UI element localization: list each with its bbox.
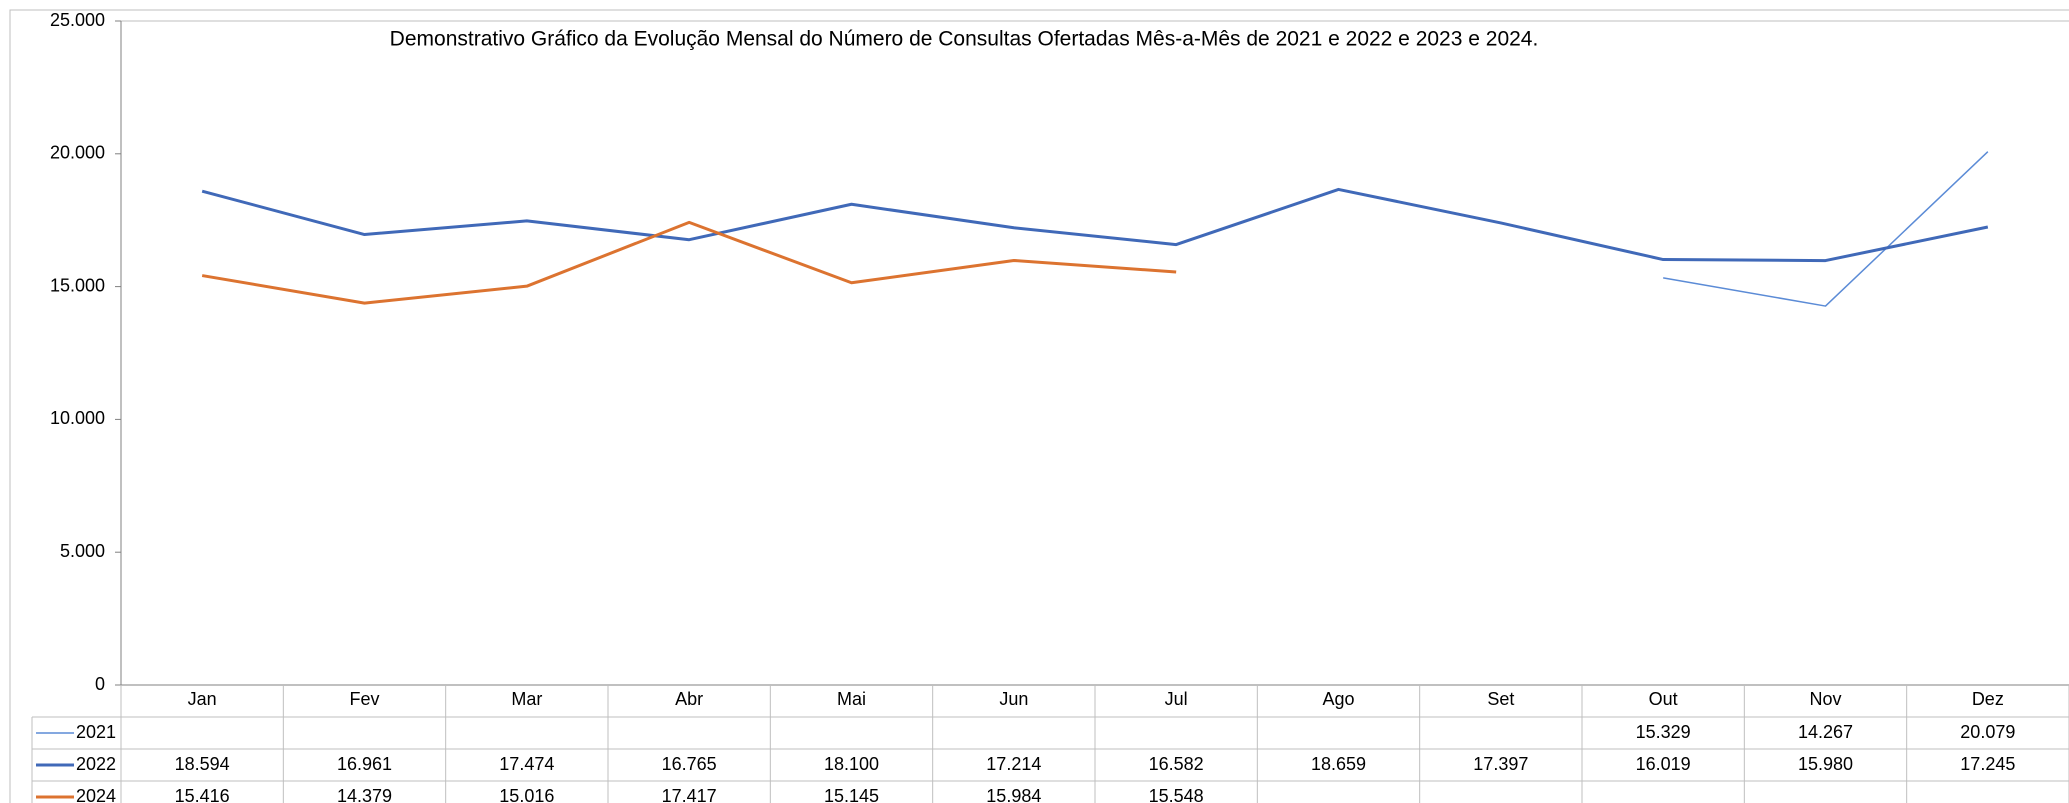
table-value: 15.416 [175, 786, 230, 803]
table-value: 18.594 [175, 754, 230, 774]
table-value: 16.765 [662, 754, 717, 774]
table-value: 14.267 [1798, 722, 1853, 742]
legend-label: 2022 [76, 754, 116, 774]
table-value: 20.079 [1960, 722, 2015, 742]
chart-title: Demonstrativo Gráfico da Evolução Mensal… [390, 28, 1539, 51]
y-tick-label: 25.000 [50, 10, 105, 30]
table-value: 17.214 [986, 754, 1041, 774]
x-tick-label: Dez [1972, 689, 2004, 709]
table-value: 17.245 [1960, 754, 2015, 774]
y-tick-label: 10.000 [50, 408, 105, 428]
x-tick-label: Ago [1322, 689, 1354, 709]
x-tick-label: Jul [1165, 689, 1188, 709]
table-value: 16.961 [337, 754, 392, 774]
x-tick-label: Abr [675, 689, 703, 709]
x-tick-label: Out [1649, 689, 1678, 709]
table-value: 17.474 [499, 754, 554, 774]
table-value: 16.019 [1636, 754, 1691, 774]
table-value: 15.984 [986, 786, 1041, 803]
line-series [1663, 151, 1989, 307]
legend-label: 2024 [76, 786, 116, 803]
x-tick-label: Jun [999, 689, 1028, 709]
x-tick-label: Jan [188, 689, 217, 709]
table-value: 15.016 [499, 786, 554, 803]
legend-label: 2021 [76, 722, 116, 742]
line-series [201, 187, 1989, 263]
x-tick-label: Fev [349, 689, 379, 709]
table-value: 16.582 [1149, 754, 1204, 774]
y-tick-label: 20.000 [50, 143, 105, 163]
x-tick-label: Mai [837, 689, 866, 709]
table-value: 15.980 [1798, 754, 1853, 774]
y-tick-label: 5.000 [60, 541, 105, 561]
x-tick-label: Mar [511, 689, 542, 709]
line-series [201, 220, 1177, 305]
table-value: 18.659 [1311, 754, 1366, 774]
table-value: 15.548 [1149, 786, 1204, 803]
chart-border [9, 9, 2069, 803]
table-value: 17.397 [1473, 754, 1528, 774]
y-tick-label: 15.000 [50, 275, 105, 295]
table-value: 15.145 [824, 786, 879, 803]
y-tick-label: 0 [95, 674, 105, 694]
x-tick-label: Set [1487, 689, 1514, 709]
table-value: 17.417 [662, 786, 717, 803]
table-value: 14.379 [337, 786, 392, 803]
table-value: 18.100 [824, 754, 879, 774]
table-value: 15.329 [1636, 722, 1691, 742]
x-tick-label: Nov [1809, 689, 1841, 709]
